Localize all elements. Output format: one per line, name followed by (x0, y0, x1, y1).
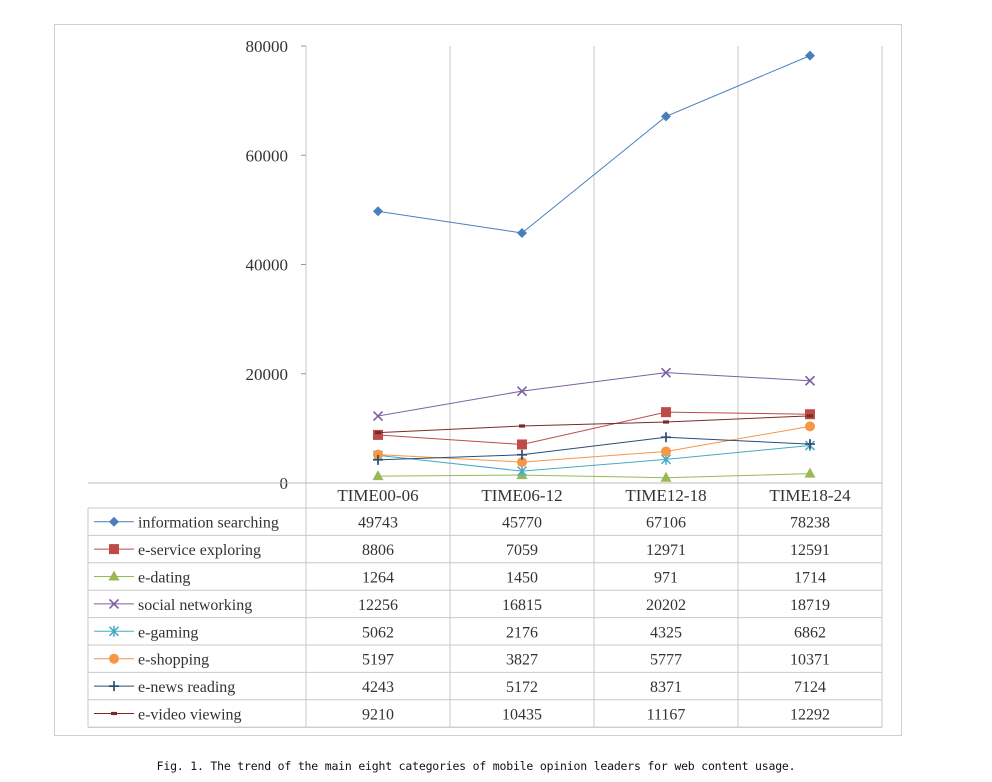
x-category-label: TIME06-12 (481, 486, 562, 505)
y-tick-label: 20000 (246, 365, 289, 384)
data-table-value: 45770 (502, 515, 542, 532)
data-point-e-news-reading (373, 454, 383, 465)
data-point-e-dating (660, 471, 672, 482)
legend-label-information-searching: information searching (138, 515, 279, 532)
data-point-e-video-viewing (807, 414, 813, 418)
x-category-label: TIME18-24 (769, 486, 851, 505)
data-table-value: 1264 (362, 570, 394, 587)
data-point-e-news-reading (661, 432, 671, 443)
data-table-value: 20202 (646, 597, 686, 614)
y-tick-label: 60000 (246, 146, 289, 165)
data-point-e-news-reading (805, 439, 815, 450)
data-point-information-searching (661, 111, 671, 122)
series-line-e-dating (377, 473, 811, 479)
data-table-value: 1714 (794, 570, 826, 587)
series-line-e-video-viewing (377, 415, 811, 434)
data-table-value: 11167 (647, 707, 686, 724)
data-point-information-searching (373, 206, 383, 217)
data-table-value: 2176 (506, 624, 538, 641)
series-line-e-gaming (377, 445, 811, 472)
series-line-e-news-reading (377, 436, 811, 461)
data-table-value: 971 (654, 570, 678, 587)
data-point-e-dating (372, 470, 384, 481)
data-table-value: 6862 (794, 624, 826, 641)
y-tick-label: 80000 (246, 37, 289, 56)
data-table-value: 4243 (362, 679, 394, 696)
legend-label-e-dating: e-dating (138, 570, 190, 587)
legend-key-marker-e-news-reading (109, 681, 119, 692)
legend-label-e-news-reading: e-news reading (138, 679, 235, 696)
data-table-value: 78238 (790, 515, 830, 532)
data-point-e-shopping (805, 421, 815, 432)
data-point-social-networking (804, 375, 816, 386)
data-table-value: 1450 (506, 570, 538, 587)
data-table-value: 8371 (650, 679, 682, 696)
series-line-e-service-exploring (377, 411, 811, 445)
data-point-information-searching (805, 50, 815, 61)
data-point-e-service-exploring (373, 429, 383, 440)
data-point-social-networking (660, 367, 672, 378)
data-point-e-service-exploring (517, 439, 527, 450)
data-table-value: 4325 (650, 624, 682, 641)
data-table-value: 5777 (650, 652, 682, 669)
data-table-value: 18719 (790, 597, 830, 614)
data-point-e-video-viewing (519, 424, 525, 428)
data-table-value: 5197 (362, 652, 394, 669)
data-table-value: 67106 (646, 515, 686, 532)
data-table-value: 7124 (794, 679, 826, 696)
legend-label-e-shopping: e-shopping (138, 652, 209, 669)
legend-key-marker-e-gaming (108, 625, 120, 637)
data-table-value: 12292 (790, 707, 830, 724)
data-point-e-service-exploring (661, 407, 671, 418)
data-point-e-shopping (373, 449, 383, 460)
data-table-value: 3827 (506, 652, 538, 669)
data-point-e-service-exploring (805, 409, 815, 420)
data-point-e-gaming (516, 465, 528, 477)
data-table-value: 12256 (358, 597, 398, 614)
data-table-value: 8806 (362, 542, 394, 559)
data-point-e-video-viewing (663, 420, 669, 424)
data-point-e-shopping (661, 446, 671, 457)
data-point-e-news-reading (517, 449, 527, 460)
data-point-social-networking (372, 410, 384, 422)
legend-key-marker-e-dating (108, 570, 120, 581)
legend-label-e-video-viewing: e-video viewing (138, 707, 242, 724)
legend-label-e-service-exploring: e-service exploring (138, 542, 261, 559)
series-line-social-networking (377, 372, 811, 417)
legend-key-marker-social-networking (108, 598, 120, 609)
x-category-label: TIME00-06 (337, 486, 418, 505)
data-table-value: 16815 (502, 597, 542, 614)
x-category-label: TIME12-18 (625, 486, 706, 505)
data-point-information-searching (517, 227, 527, 238)
data-point-e-dating (804, 467, 816, 478)
data-table-value: 5172 (506, 679, 538, 696)
data-table-value: 5062 (362, 624, 394, 641)
data-point-e-video-viewing (375, 431, 381, 435)
legend-key-marker-e-service-exploring (109, 544, 119, 555)
data-table-value: 12591 (790, 542, 830, 559)
legend-key-marker-e-video-viewing (111, 711, 117, 716)
legend-label-e-gaming: e-gaming (138, 624, 198, 641)
figure-caption: Fig. 1. The trend of the main eight cate… (156, 759, 796, 773)
legend-key-marker-information-searching (109, 516, 119, 527)
legend-key-marker-e-shopping (109, 653, 119, 664)
data-table-value: 10371 (790, 652, 830, 669)
legend-label-social-networking: social networking (138, 597, 252, 614)
data-table-value: 49743 (358, 515, 398, 532)
series-line-e-shopping (377, 425, 811, 463)
y-tick-label: 40000 (246, 256, 289, 275)
data-table-value: 9210 (362, 707, 394, 724)
data-point-e-shopping (517, 457, 527, 468)
data-table-value: 12971 (646, 542, 686, 559)
data-point-social-networking (516, 386, 528, 397)
data-table-value: 10435 (502, 707, 542, 724)
data-table-value: 7059 (506, 542, 538, 559)
series-line-information-searching (377, 55, 811, 234)
